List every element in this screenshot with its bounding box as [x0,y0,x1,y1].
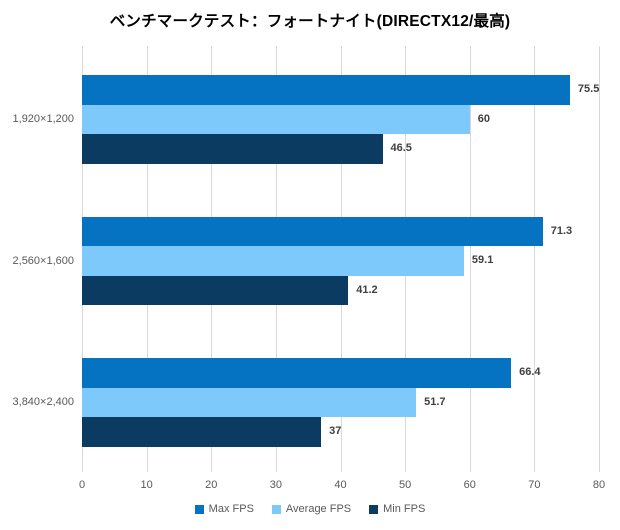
category-label: 3,840×2,400 [12,396,74,409]
legend-swatch-icon [369,504,379,514]
legend-item-max-fps: Max FPS [194,503,254,515]
value-label: 75.5 [577,83,600,95]
value-label: 41.2 [356,283,378,296]
x-tick-label: 30 [269,479,282,491]
value-label: 59.1 [471,254,494,267]
plot-area: 75.5 60 46.5 71.3 59.1 41.2 66.4 51.7 37 [82,46,600,472]
value-label: 37 [329,425,342,438]
bar-average-fps [82,104,470,135]
chart-title: ベンチマークテスト：フォートナイト(DIRECTX12/最高) [109,13,511,30]
legend-label: Max FPS [208,503,254,515]
legend-label: Min FPS [383,503,426,515]
legend: Max FPS Average FPS Min FPS [0,503,620,515]
bar-min-fps [82,275,349,306]
category-label: 2,560×1,600 [12,254,74,267]
value-label: 51.7 [424,395,446,408]
x-tick-label: 0 [78,479,86,491]
value-label: 60 [477,112,490,125]
x-tick-label: 60 [463,479,476,491]
x-tick-label: 80 [592,479,606,491]
legend-swatch-icon [271,504,281,514]
bar-average-fps [82,246,464,276]
bar-max-fps [82,216,543,247]
category-label: 1,920×1,200 [12,113,74,126]
legend-label: Average FPS [285,503,352,515]
gridline [469,46,471,472]
bar-average-fps [82,387,417,418]
x-tick-label: 20 [205,479,218,491]
legend-swatch-icon [194,504,204,514]
x-tick-label: 10 [140,479,153,491]
bar-max-fps [82,358,512,388]
legend-item-average-fps: Average FPS [271,503,352,515]
gridline [599,46,600,472]
x-tick-label: 50 [399,479,412,491]
legend-item-min-fps: Min FPS [369,503,425,515]
value-label: 71.3 [550,224,573,237]
bar-min-fps [82,417,322,447]
x-tick-label: 70 [528,479,541,491]
value-label: 46.5 [390,142,412,155]
gridline [534,46,536,472]
bar-max-fps [82,75,570,105]
x-tick-label: 40 [334,479,347,491]
bar-min-fps [82,134,383,164]
value-label: 66.4 [519,366,541,378]
